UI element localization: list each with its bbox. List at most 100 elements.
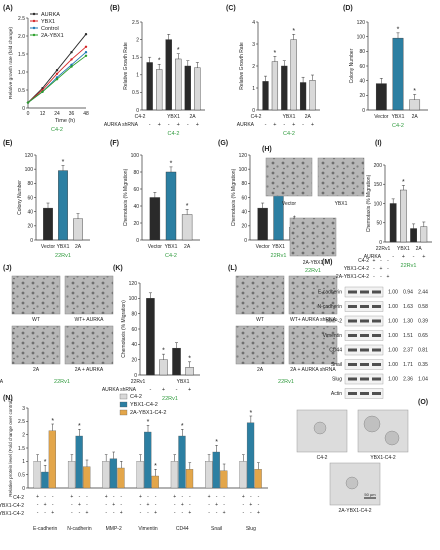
condition-sign: - (176, 387, 178, 393)
y-tick-label: 1 (252, 86, 255, 92)
y-tick-label: 2 (136, 37, 139, 43)
data-point (84, 33, 88, 36)
bar (309, 80, 316, 111)
condition-sign: - (258, 494, 260, 500)
y-tick-label: 20 (131, 357, 137, 363)
condition-sign: - (71, 510, 73, 516)
condition-sign: - (86, 502, 88, 508)
condition-sign: + (147, 502, 150, 508)
band-label: Vimentin (323, 333, 343, 339)
header-sign: - (380, 274, 382, 280)
header-sign: + (380, 266, 383, 272)
condition-sign: + (78, 502, 81, 508)
y-tick-label: 100 (131, 153, 140, 159)
y-tick-label: 1.0 (18, 70, 25, 76)
band (348, 363, 357, 366)
band-quant: 0.35 (418, 362, 428, 368)
condition-sign: + (173, 494, 176, 500)
group-label: YBX1 (167, 114, 180, 120)
data-point (70, 63, 73, 66)
significance-star: * (292, 28, 295, 35)
bar (175, 58, 182, 111)
y-tick-label: 120 (25, 153, 34, 159)
image-label: 2A-YBX1 (303, 260, 324, 266)
data-point (55, 72, 59, 76)
bar (239, 461, 247, 489)
condition-sign: - (250, 494, 252, 500)
panel-label: (O) (418, 399, 428, 406)
y-tick-label: 40 (133, 204, 139, 210)
condition-sign: - (113, 494, 115, 500)
x-tick-label: Vector (148, 244, 163, 250)
cell-line-label: 22Rv1 (278, 379, 294, 385)
condition-sign: - (250, 510, 252, 516)
y-tick-label: 0 (136, 238, 139, 244)
x-tick-label: 12 (40, 111, 46, 117)
condition-sign: - (37, 510, 39, 516)
legend-label: YBX1 (41, 19, 55, 25)
y-tick-label: 20 (133, 221, 139, 227)
condition-sign: + (36, 494, 39, 500)
y-tick-label: 0 (136, 108, 139, 114)
condition-sign: - (52, 494, 54, 500)
x-tick-label: Slug (246, 526, 256, 532)
bar (136, 461, 144, 489)
y-tick-label: 3 (22, 406, 25, 412)
x-tick-label: MMP-2 (106, 526, 122, 532)
condition-sign: - (181, 494, 183, 500)
cell-line-label: 22Rv1 (401, 263, 417, 269)
band-quant: 1.00 (388, 348, 398, 354)
panel-label: (M) (322, 259, 333, 266)
condition-sign: + (311, 122, 314, 128)
y-axis-label: Relative protein level (Fold change over… (8, 399, 13, 497)
y-tick-label: 0 (22, 106, 25, 112)
x-tick-label: YBX1 (165, 244, 178, 250)
band-quant: 1.51 (403, 333, 413, 339)
band-label: E-cadherin (318, 290, 342, 296)
legend-label: C4-2 (130, 394, 142, 400)
legend-marker (32, 12, 36, 16)
bar (165, 39, 172, 111)
y-tick-label: 80 (359, 49, 365, 55)
y-tick-label: 40 (359, 78, 365, 84)
condition-sign: - (189, 502, 191, 508)
x-tick-label: 0 (27, 111, 30, 117)
panel-label: (C) (226, 5, 236, 12)
legend-swatch (119, 409, 128, 416)
bar (102, 461, 110, 489)
condition-sign: - (242, 510, 244, 516)
condition-sign: - (189, 494, 191, 500)
significance-star: * (177, 47, 180, 54)
band (348, 392, 357, 395)
header-sign: - (380, 258, 382, 264)
significance-star: * (158, 58, 161, 65)
condition-sign: - (283, 122, 285, 128)
group-label: 22Rv1 (131, 379, 146, 385)
condition-sign: + (44, 502, 47, 508)
condition-sign: - (174, 510, 176, 516)
condition-sign: - (113, 510, 115, 516)
band (372, 363, 381, 366)
band-quant: 0.65 (418, 333, 428, 339)
y-tick-label: 1 (22, 459, 25, 465)
micrograph (64, 275, 114, 315)
bar (205, 461, 213, 489)
x-tick-label: Vector (256, 244, 271, 250)
data-point (84, 45, 88, 48)
x-tick-label: 24 (54, 111, 60, 117)
y-axis-label: Relative Growth Rate (239, 42, 245, 90)
y-tick-label: 40 (131, 342, 137, 348)
x-tick-label: Vector (41, 244, 56, 250)
scale-bar-label: 50 µm (364, 492, 376, 497)
header-row-label: 2A-YBX1-C4-2 (336, 274, 369, 280)
significance-star: * (162, 348, 165, 355)
condition-label: 2A-YBX1-C4-2 (0, 511, 24, 517)
sphere (313, 421, 327, 435)
band (372, 392, 381, 395)
y-tick-label: 1.5 (18, 446, 25, 452)
y-tick-label: 2.5 (132, 20, 139, 26)
condition-sign: - (37, 502, 39, 508)
band-label: CD44 (329, 348, 342, 354)
condition-sign: - (216, 494, 218, 500)
condition-sign: - (147, 494, 149, 500)
